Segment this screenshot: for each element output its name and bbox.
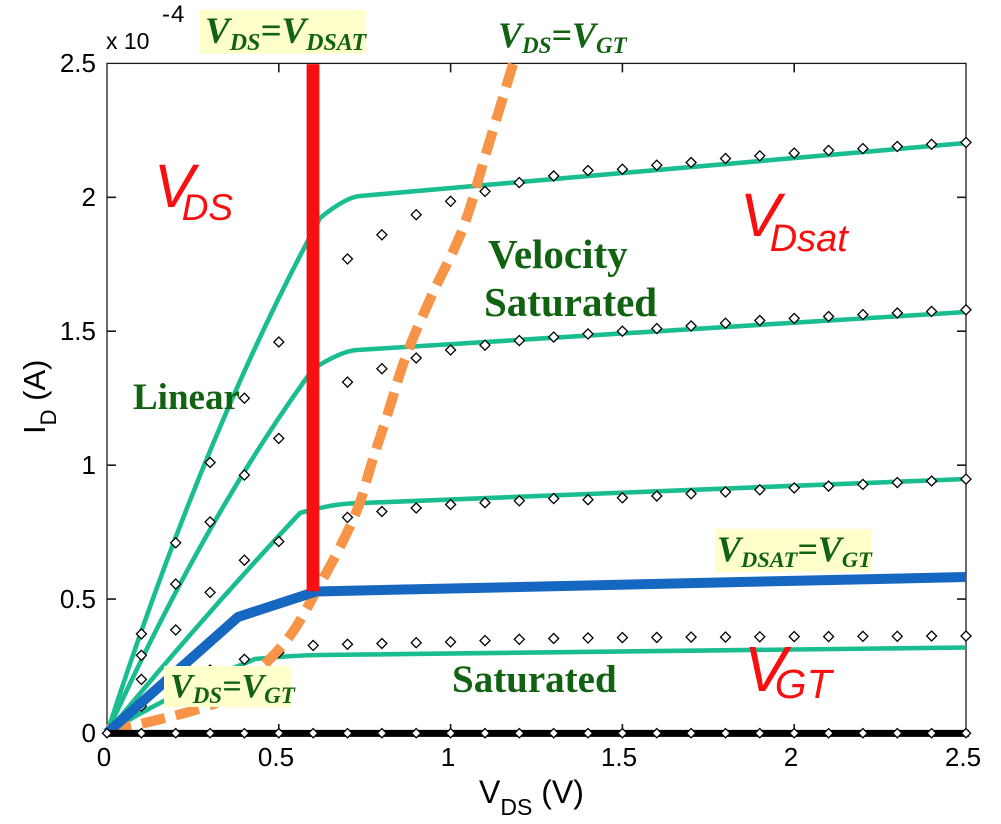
svg-text:1: 1 bbox=[441, 742, 455, 772]
svg-text:Saturated: Saturated bbox=[452, 658, 617, 701]
svg-text:1.5: 1.5 bbox=[601, 742, 637, 772]
svg-text:0.5: 0.5 bbox=[60, 584, 96, 614]
svg-text:2: 2 bbox=[82, 182, 96, 212]
svg-text:2: 2 bbox=[784, 742, 798, 772]
svg-text:x 10: x 10 bbox=[106, 28, 149, 54]
svg-text:0.5: 0.5 bbox=[258, 742, 294, 772]
svg-text:1.5: 1.5 bbox=[60, 316, 96, 346]
svg-text:2.5: 2.5 bbox=[945, 742, 981, 772]
svg-text:2.5: 2.5 bbox=[60, 48, 96, 78]
svg-text:Saturated: Saturated bbox=[484, 279, 657, 325]
svg-text:VDsat: VDsat bbox=[740, 181, 849, 260]
svg-text:0: 0 bbox=[82, 718, 96, 748]
svg-text:Linear: Linear bbox=[133, 377, 240, 418]
svg-text:Velocity: Velocity bbox=[488, 231, 628, 277]
svg-text:VDS: VDS bbox=[154, 152, 233, 228]
svg-text:0: 0 bbox=[97, 742, 111, 772]
svg-text:-4: -4 bbox=[162, 1, 185, 28]
svg-text:1: 1 bbox=[82, 450, 96, 480]
svg-text:VDS=VGT: VDS=VGT bbox=[498, 15, 628, 58]
